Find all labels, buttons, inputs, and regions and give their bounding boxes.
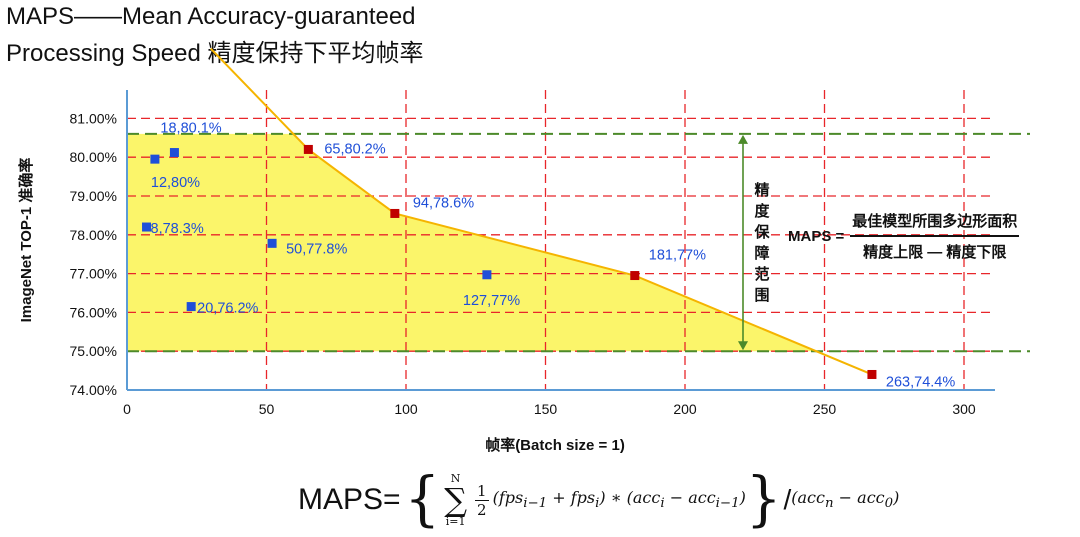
y-tick-label: 81.00%	[70, 110, 117, 126]
range-arrow-head-down	[738, 341, 748, 351]
half-fraction: 1 2	[475, 482, 489, 519]
pareto-point-marker	[867, 369, 877, 379]
y-tick-label: 78.00%	[70, 227, 117, 243]
x-tick-label: 50	[259, 401, 275, 417]
point-data-label: 181,77%	[649, 248, 706, 264]
point-data-label: 20,76.2%	[197, 301, 258, 317]
fps-plus: + fps	[552, 488, 596, 508]
x-tick-label: 0	[123, 401, 131, 417]
sub-i-a: i	[595, 496, 600, 512]
acc-close: )	[739, 488, 746, 508]
half-denominator: 2	[477, 500, 487, 519]
sub-i-minus-1-a: i−1	[523, 496, 548, 512]
formula-tail: (accn − acc0)	[791, 488, 899, 511]
pareto-point-marker	[390, 208, 400, 218]
division-slash: /	[783, 484, 792, 515]
y-tick-label: 76.00%	[70, 304, 117, 320]
point-data-label: 263,74.4%	[886, 374, 955, 390]
formula-term: (fpsi−1 + fpsi) ∗ (acci − acci−1)	[493, 488, 746, 511]
acc-minus: − acc	[669, 488, 716, 508]
sum-lower-limit: i=1	[445, 515, 466, 528]
pareto-point-marker	[630, 271, 640, 281]
x-tick-label: 200	[673, 401, 697, 417]
y-tick-label: 80.00%	[70, 149, 117, 165]
model-point-marker	[169, 148, 179, 158]
point-data-label: 50,77.8%	[286, 241, 347, 257]
point-data-label: 12,80%	[151, 175, 200, 191]
point-data-label: 127,77%	[463, 293, 520, 309]
maps-formula: MAPS= { N ∑ i=1 1 2 (fpsi−1 + fpsi) ∗ (a…	[298, 470, 899, 530]
y-tick-label: 74.00%	[70, 382, 117, 398]
x-tick-label: 250	[813, 401, 837, 417]
y-tick-label: 77.00%	[70, 266, 117, 282]
x-tick-label: 300	[952, 401, 976, 417]
x-tick-label: 100	[394, 401, 418, 417]
range-label: 精度保障范围	[753, 181, 770, 304]
shaded-area	[127, 133, 817, 352]
model-point-marker	[142, 222, 152, 232]
tail-open: (acc	[791, 488, 825, 508]
maps-definition: MAPS = 最佳模型所围多边形面积 精度上限 — 精度下限	[788, 210, 1020, 262]
summation: N ∑ i=1	[444, 472, 467, 528]
y-tick-label: 79.00%	[70, 188, 117, 204]
sub-n: n	[824, 496, 834, 512]
model-point-marker	[267, 238, 277, 248]
maps-definition-fraction: 最佳模型所围多边形面积 精度上限 — 精度下限	[850, 210, 1020, 262]
title-line-1: MAPS——Mean Accuracy-guaranteed	[6, 3, 416, 30]
sub-0: 0	[884, 496, 894, 512]
half-numerator: 1	[475, 481, 489, 501]
x-tick-label: 150	[534, 401, 558, 417]
point-data-label: 65,80.2%	[324, 141, 385, 157]
formula-lhs: MAPS=	[298, 483, 401, 516]
sub-i-minus-1-b: i−1	[715, 496, 740, 512]
maps-definition-denominator: 精度上限 — 精度下限	[863, 244, 1007, 261]
point-data-label: 18,80.1%	[160, 121, 221, 137]
point-data-label: 8,78.3%	[151, 221, 204, 237]
pareto-point-marker	[303, 144, 313, 154]
x-axis-title: 帧率(Batch size = 1)	[485, 436, 625, 454]
acc-open: ) ∗ (acc	[599, 488, 661, 508]
left-brace: {	[404, 465, 441, 534]
model-point-marker	[482, 270, 492, 280]
range-arrow-head-up	[738, 134, 748, 144]
sum-upper-limit: N	[450, 472, 461, 485]
y-axis-title: ImageNet TOP-1 准确率	[17, 158, 35, 323]
model-point-marker	[150, 154, 160, 164]
maps-definition-lhs: MAPS =	[788, 227, 845, 245]
point-data-label: 94,78.6%	[413, 195, 474, 211]
right-brace: }	[745, 465, 782, 534]
sub-i-b: i	[660, 496, 665, 512]
model-point-marker	[186, 302, 196, 312]
sigma-symbol: ∑	[444, 481, 468, 519]
maps-definition-numerator: 最佳模型所围多边形面积	[850, 210, 1020, 237]
fps-open: (fps	[492, 488, 524, 508]
y-tick-label: 75.00%	[70, 343, 117, 359]
tail-close: )	[893, 488, 900, 508]
tail-minus: − acc	[838, 488, 885, 508]
